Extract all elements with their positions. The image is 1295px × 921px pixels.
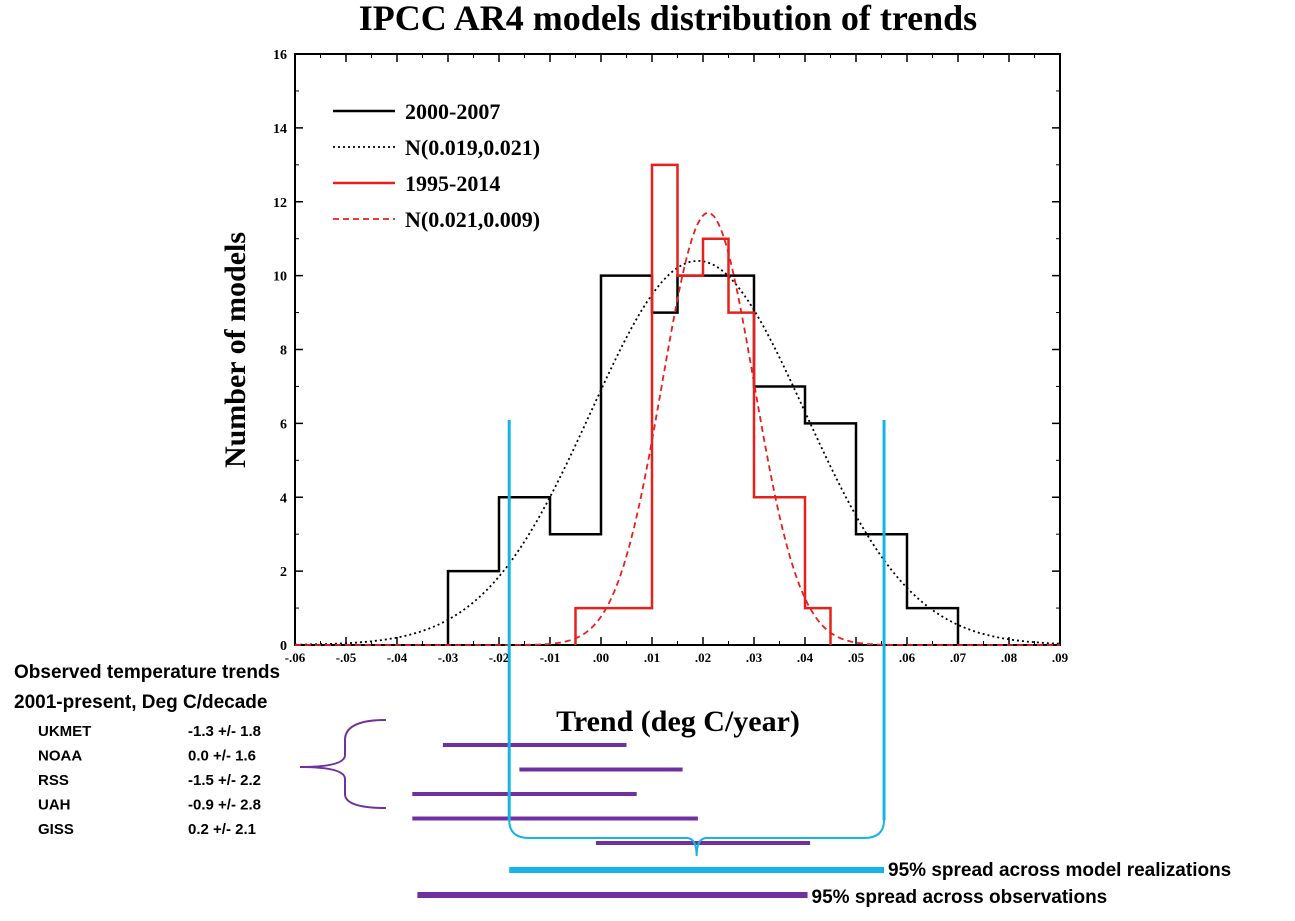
observation-value: 0.0 +/- 1.6	[188, 748, 256, 765]
series-2-line	[294, 259, 1061, 646]
x-tick-label: .00	[593, 650, 609, 665]
observation-value: 0.2 +/- 2.1	[188, 821, 256, 838]
y-tick-label: 8	[280, 344, 287, 359]
y-tick-label: 10	[273, 270, 287, 285]
observation-value: -1.3 +/- 1.8	[188, 723, 261, 740]
y-tick-label: 12	[273, 196, 287, 211]
observation-name: UAH	[38, 797, 71, 814]
x-tick-label: .02	[695, 650, 711, 665]
legend-label: N(0.021,0.009)	[405, 207, 540, 232]
axis-ticks: -.06 -.05 -.04 -.03 -.02 -.01 .00 .01 .02 .03 .04.…	[273, 48, 1069, 665]
x-tick-label: .04	[797, 650, 814, 665]
series-group	[294, 163, 1061, 646]
series-4-line	[295, 211, 1060, 646]
model-spread-brace	[508, 819, 886, 857]
x-tick-label: .07	[950, 650, 967, 665]
observation-name: UKMET	[38, 723, 91, 740]
y-tick-label: 0	[280, 639, 287, 654]
observations-brace	[299, 719, 387, 809]
legend-label: 1995-2014	[405, 171, 500, 196]
observations-heading-line1: Observed temperature trends	[14, 662, 280, 683]
observations-table: UKMET -1.3 +/- 1.8 NOAA 0.0 +/- 1.6 RSS -1.5 …	[38, 719, 811, 845]
y-tick-label: 14	[273, 122, 287, 137]
observation-value: -1.5 +/- 2.2	[188, 772, 261, 789]
x-tick-label: .01	[644, 650, 660, 665]
x-tick-label: -.01	[540, 650, 561, 665]
observation-value: -0.9 +/- 2.8	[188, 797, 261, 814]
observation-spread-label: 95% spread across observations	[812, 887, 1108, 908]
observation-name: RSS	[38, 772, 69, 789]
legend-label: N(0.019,0.021)	[405, 135, 540, 160]
x-tick-label: -.06	[285, 650, 306, 665]
x-tick-label: .06	[899, 650, 916, 665]
spread-annotations: 95% spread across model realizations 95% …	[417, 420, 1231, 908]
x-tick-label: .05	[848, 650, 865, 665]
y-tick-label: 6	[280, 417, 287, 432]
model-spread-label: 95% spread across model realizations	[888, 860, 1231, 881]
x-tick-label: .09	[1052, 650, 1069, 665]
x-tick-label: .03	[746, 650, 763, 665]
y-tick-label: 16	[273, 48, 287, 63]
observation-name: GISS	[38, 821, 74, 838]
observations-heading-line2: 2001-present, Deg C/decade	[14, 692, 267, 713]
legend: 2000-2007 N(0.019,0.021) 1995-2014 N(0.021,…	[333, 99, 540, 232]
x-tick-label: -.05	[336, 650, 357, 665]
y-tick-label: 2	[280, 565, 287, 580]
series-3-line	[574, 163, 832, 645]
observation-name: NOAA	[38, 748, 82, 765]
x-axis-label: Trend (deg C/year)	[556, 705, 800, 738]
x-tick-label: .08	[1001, 650, 1018, 665]
x-tick-label: -.03	[438, 650, 459, 665]
chart-title: IPCC AR4 models distribution of trends	[359, 0, 977, 38]
legend-label: 2000-2007	[405, 99, 500, 124]
y-axis-label: Number of models	[219, 232, 252, 468]
x-tick-label: -.02	[489, 650, 510, 665]
x-tick-label: -.04	[387, 650, 408, 665]
series-1-line	[446, 274, 960, 645]
y-tick-label: 4	[280, 491, 287, 506]
